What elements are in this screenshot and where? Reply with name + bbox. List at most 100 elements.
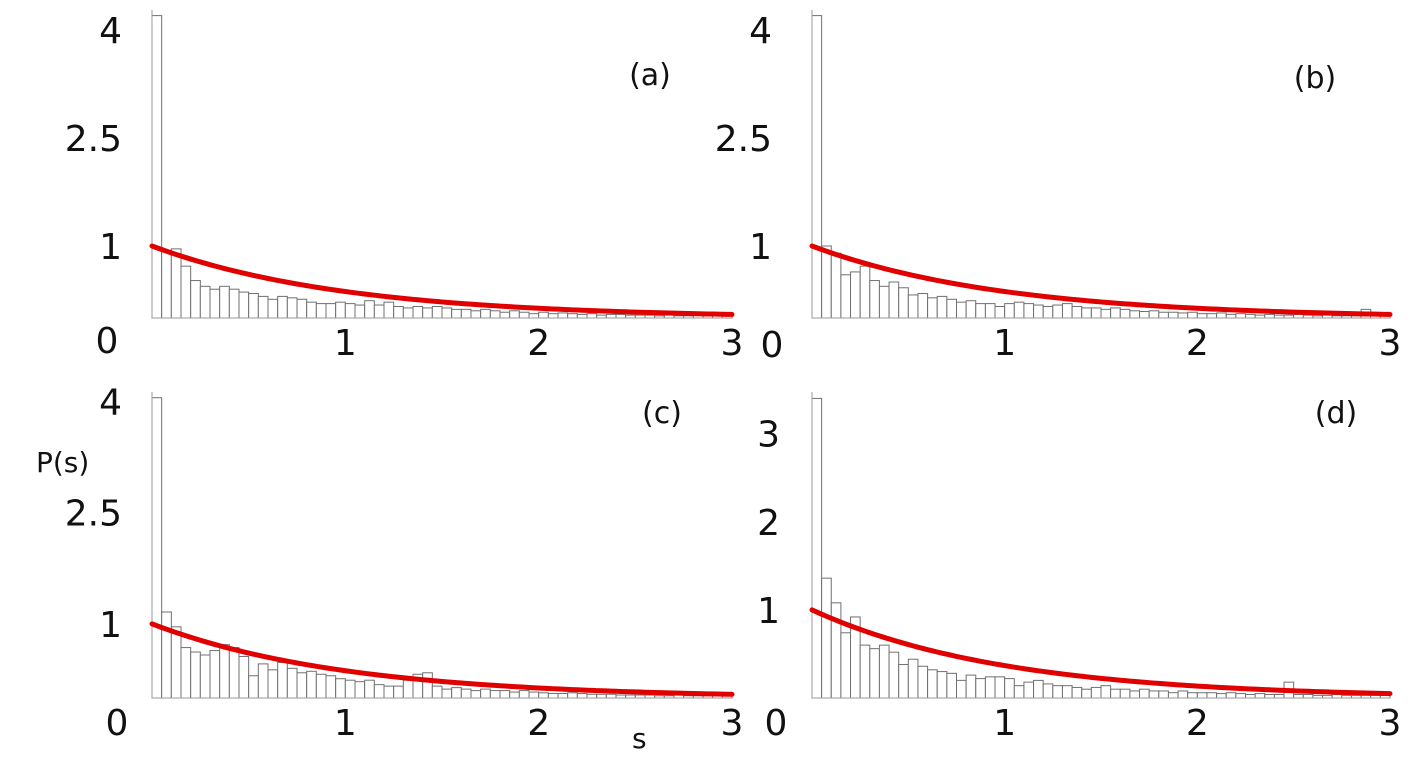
histogram-bar [936, 671, 948, 699]
histogram-bar [1110, 688, 1121, 699]
histogram-bar [296, 672, 308, 699]
histogram-bar [460, 688, 472, 699]
histogram-bar [1042, 305, 1054, 319]
histogram-bar [1148, 310, 1160, 319]
histogram-bar [441, 307, 453, 319]
histogram-bar [821, 245, 832, 319]
histogram-bar [1139, 688, 1150, 699]
histogram-bar [480, 308, 491, 319]
histogram-bar [257, 663, 269, 699]
y-tick-label: 4 [99, 11, 122, 52]
panel-label: (c) [642, 396, 682, 431]
histogram-bar [1023, 303, 1035, 319]
histogram-bar [830, 252, 842, 319]
histogram-bar [470, 690, 482, 699]
x-tick-label: 3 [1379, 323, 1402, 364]
histogram-bar [605, 693, 617, 699]
histogram-bar [354, 681, 366, 699]
histogram-bar [567, 313, 578, 319]
histogram-bar [422, 307, 433, 319]
histogram-bar [228, 647, 240, 699]
histogram-bar [1158, 311, 1169, 319]
histogram-bar [1129, 690, 1141, 699]
histogram-bar [151, 15, 163, 319]
histogram-bar [306, 301, 317, 319]
histogram-bar [518, 311, 530, 319]
histogram-bar [596, 693, 607, 699]
histogram-bar [354, 304, 366, 319]
histogram-bar [1148, 690, 1160, 699]
histogram-bar [364, 300, 375, 319]
histogram-bar [547, 693, 559, 699]
histogram-bar [1167, 311, 1179, 319]
histogram-bar [344, 679, 356, 699]
panel-b: 0 1 2.5 4 1 2 3 (b) [715, 10, 1402, 366]
histogram-bar [286, 667, 298, 699]
histogram-bar [1264, 693, 1275, 699]
histogram-bar [1187, 311, 1198, 319]
histogram-bar [586, 313, 598, 319]
panel-label: (a) [629, 58, 671, 93]
histogram-bar [151, 397, 163, 699]
histogram-bar [335, 301, 346, 319]
histogram-bar [373, 684, 385, 699]
panel-label: (d) [1315, 396, 1357, 431]
histogram-bar [605, 313, 617, 319]
histogram-bar [1129, 310, 1141, 319]
histogram-bar [898, 664, 909, 699]
histogram-bar [888, 281, 900, 319]
histogram-bar [946, 672, 957, 699]
histogram-bar [499, 311, 511, 319]
histogram-bar [480, 688, 491, 699]
histogram-bar [257, 295, 269, 319]
histogram-bar [557, 693, 569, 699]
histogram-bar [1071, 305, 1083, 319]
y-tick-label: 1 [757, 591, 780, 632]
histogram-bar [811, 397, 823, 699]
histogram-bar [1187, 692, 1198, 699]
histogram-bar [190, 651, 201, 699]
histogram-bar [441, 688, 453, 699]
histogram-bar [199, 654, 211, 699]
histogram-bar [1177, 690, 1189, 699]
histogram-bar [917, 665, 929, 699]
histogram-bar [1235, 313, 1246, 319]
histogram-bar [238, 291, 250, 319]
histogram-bar [1004, 303, 1015, 319]
histogram-bar [975, 303, 986, 319]
y-tick-label: 1 [749, 227, 772, 268]
panel-d: 0 1 2 3 1 2 3 (d) [757, 392, 1401, 744]
x-tick-label: 3 [1379, 703, 1402, 744]
histogram-bar [994, 676, 1006, 699]
x-tick-label: 1 [334, 703, 357, 744]
x-tick-label: 2 [527, 703, 550, 744]
histogram-bar [277, 661, 288, 699]
histogram-bar [1273, 693, 1285, 699]
histogram-bar [994, 305, 1006, 319]
panel-a: 0 1 2.5 4 1 2 3 (a) [65, 10, 743, 364]
histogram-bar [325, 675, 337, 699]
histogram-bar [335, 678, 346, 699]
y-tick-label: 1 [99, 605, 122, 646]
histogram-bar [180, 647, 192, 699]
histogram-bar [927, 669, 938, 699]
histogram-bar [422, 672, 433, 699]
histogram-bar [238, 655, 250, 699]
histogram-bar [412, 305, 424, 319]
histogram-bar [1167, 692, 1179, 699]
histogram-bar [956, 679, 967, 699]
histogram-bar [927, 297, 938, 319]
histogram-bar [615, 313, 627, 319]
histogram-bar [170, 248, 182, 319]
histogram-bar [1293, 693, 1304, 699]
histogram-bar [965, 674, 977, 699]
fit-curve [809, 607, 1393, 697]
histogram-bar [888, 651, 900, 699]
histogram-bar [1196, 692, 1208, 699]
histogram-bar [898, 287, 909, 319]
x-tick-label: 2 [1186, 323, 1209, 364]
histogram-bar [1302, 693, 1314, 699]
histogram-bar [1119, 688, 1131, 699]
histogram-bar [1264, 313, 1275, 319]
histogram-bar [1216, 693, 1227, 699]
